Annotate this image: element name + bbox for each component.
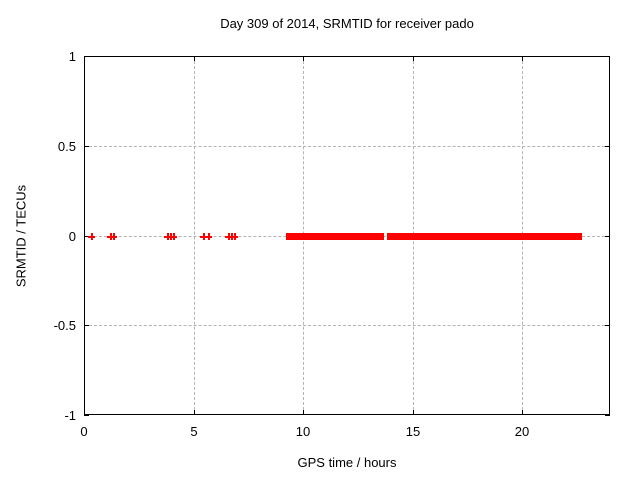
data-point-marker (231, 233, 238, 240)
x-tick-label: 20 (514, 424, 530, 439)
marker-stroke (91, 233, 93, 240)
x-tick (194, 410, 195, 415)
chart-title: Day 309 of 2014, SRMTID for receiver pad… (220, 16, 474, 31)
plot-area (84, 56, 610, 416)
marker-stroke (113, 233, 115, 240)
x-gridline (194, 56, 195, 415)
y-tick (605, 325, 610, 326)
data-point-marker (200, 233, 207, 240)
y-gridline (84, 146, 610, 147)
x-axis-label: GPS time / hours (297, 455, 397, 470)
y-tick (84, 236, 89, 237)
data-segment (387, 233, 582, 240)
y-tick (84, 56, 89, 57)
y-tick (605, 415, 610, 416)
y-tick (605, 56, 610, 57)
x-tick (413, 410, 414, 415)
data-segment (286, 233, 384, 240)
x-tick (413, 56, 414, 61)
x-tick (522, 410, 523, 415)
data-point-marker (88, 233, 95, 240)
y-tick-label: -0.5 (53, 318, 76, 333)
x-tick (303, 56, 304, 61)
marker-stroke (173, 233, 175, 240)
y-tick-label: 0.5 (57, 139, 76, 154)
y-tick-label: 1 (68, 49, 76, 64)
data-point-marker (170, 233, 177, 240)
x-tick (194, 56, 195, 61)
marker-stroke (203, 233, 205, 240)
x-tick (303, 410, 304, 415)
y-tick (84, 415, 89, 416)
x-tick-label: 0 (80, 424, 88, 439)
y-tick-label: 0 (68, 229, 76, 244)
y-tick (84, 325, 89, 326)
y-gridline (84, 325, 610, 326)
marker-stroke (208, 233, 210, 240)
y-tick (84, 146, 89, 147)
y-tick (605, 236, 610, 237)
y-tick-label: -1 (64, 408, 76, 423)
marker-stroke (234, 233, 236, 240)
x-tick-label: 15 (405, 424, 421, 439)
y-tick (605, 146, 610, 147)
x-tick (84, 56, 85, 61)
data-point-marker (205, 233, 212, 240)
x-tick-label: 5 (190, 424, 198, 439)
data-point-marker (110, 233, 117, 240)
x-tick-label: 10 (295, 424, 311, 439)
x-tick (84, 410, 85, 415)
x-tick (522, 56, 523, 61)
